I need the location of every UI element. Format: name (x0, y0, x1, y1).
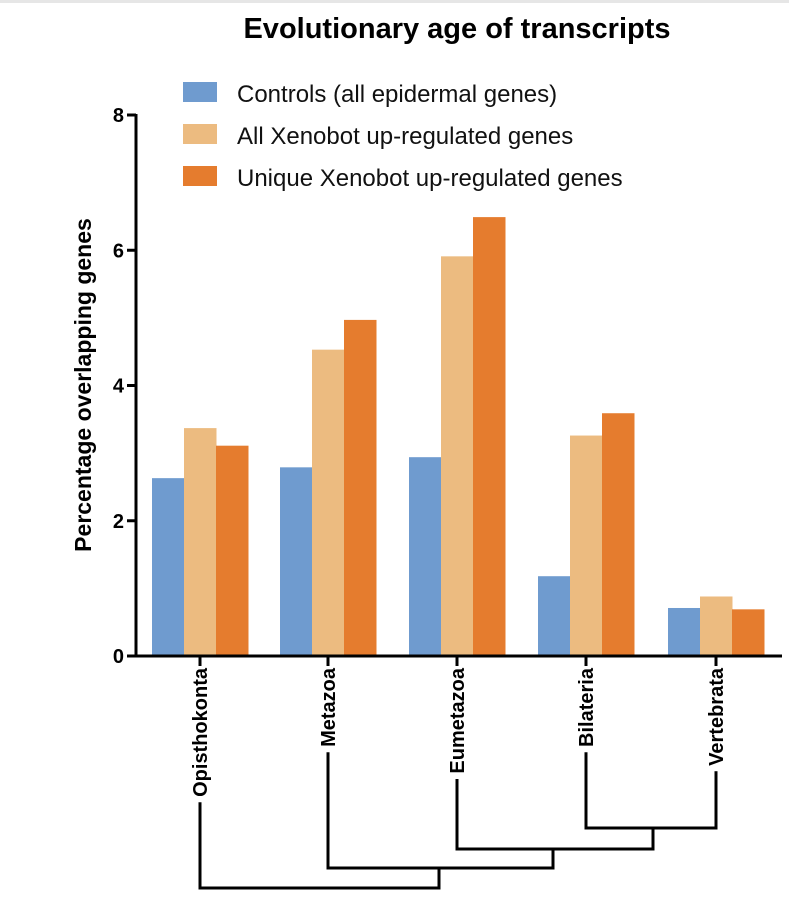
bar-opisthokonta-series-3 (216, 445, 249, 656)
legend-swatch-2 (183, 124, 217, 144)
x-axis: Opisthokonta Metazoa Eumetazoa Bilateria Ver… (134, 654, 782, 797)
bar-vertebrata-series-1 (668, 607, 701, 656)
bar-bilateria-series-2 (570, 435, 603, 656)
bar-metazoa-series-1 (280, 467, 313, 656)
y-axis-label: Percentage overlapping genes (70, 218, 96, 552)
x-tick-label-opisthokonta: Opisthokonta (190, 667, 212, 797)
bar-eumetazoa-series-2 (441, 256, 474, 656)
bar-eumetazoa-series-1 (409, 457, 442, 656)
bar-opisthokonta-series-1 (152, 478, 185, 656)
chart-title: Evolutionary age of transcripts (243, 13, 670, 45)
y-axis: 0 2 4 6 8 (113, 105, 138, 668)
x-tick-label-metazoa: Metazoa (318, 667, 340, 747)
y-tick-label: 0 (113, 646, 124, 668)
legend: Controls (all epidermal genes) All Xenobo… (183, 81, 623, 192)
y-tick-label: 6 (113, 240, 124, 262)
bar-opisthokonta-series-2 (184, 428, 217, 656)
y-tick-label: 2 (113, 511, 124, 533)
bar-metazoa-series-2 (312, 349, 345, 656)
phylogenetic-tree (198, 752, 718, 890)
y-tick-label: 8 (113, 105, 124, 127)
x-tick-label-vertebrata: Vertebrata (706, 667, 728, 766)
bar-vertebrata-series-2 (700, 596, 733, 656)
legend-label-2: All Xenobot up-regulated genes (237, 123, 573, 150)
x-tick-label-eumetazoa: Eumetazoa (447, 667, 469, 773)
x-tick-label-bilateria: Bilateria (576, 667, 598, 747)
legend-label-3: Unique Xenobot up-regulated genes (237, 165, 623, 192)
legend-swatch-3 (183, 166, 217, 186)
bar-bilateria-series-1 (538, 576, 571, 656)
bar-vertebrata-series-3 (732, 609, 765, 656)
top-border (0, 0, 789, 3)
y-tick-label: 4 (113, 376, 125, 398)
bar-metazoa-series-3 (344, 319, 377, 656)
bar-bilateria-series-3 (602, 413, 635, 656)
legend-label-1: Controls (all epidermal genes) (237, 81, 557, 108)
bar-eumetazoa-series-3 (473, 217, 506, 656)
legend-swatch-1 (183, 82, 217, 102)
bars (152, 217, 765, 656)
